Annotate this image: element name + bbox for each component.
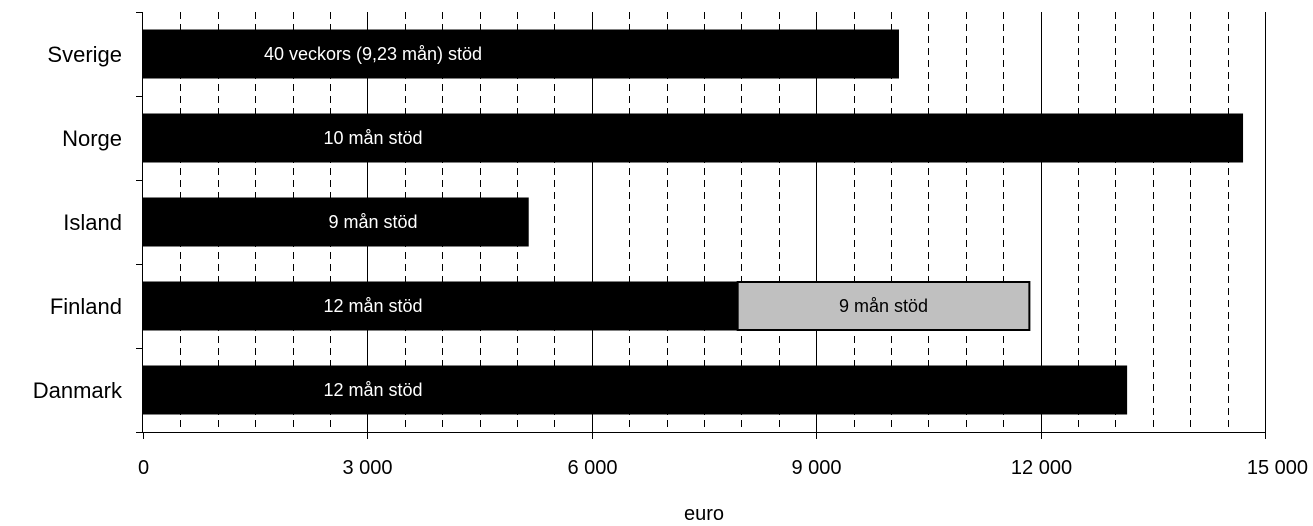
- bar-finland-segment-2: [736, 281, 1031, 331]
- x-tick-label: 3 000: [342, 457, 392, 479]
- grid-lines: [180, 12, 1266, 432]
- bar-label: 9 mån stöd: [328, 212, 417, 232]
- bar-label: 12 mån stöd: [323, 380, 422, 400]
- x-axis-title: euro: [684, 503, 724, 525]
- category-label-finland: Finland: [50, 294, 122, 319]
- bar-label: 12 mån stöd: [323, 296, 422, 316]
- bars: [142, 29, 1244, 415]
- bar-norge-segment-1: [142, 113, 1244, 163]
- bar-label: 10 mån stöd: [323, 128, 422, 148]
- bar-island-segment-1: [142, 197, 529, 247]
- bar-label: 40 veckors (9,23 mån) stöd: [264, 44, 482, 64]
- x-tick-label: 6 000: [567, 457, 617, 479]
- x-tick-label: 0: [138, 457, 149, 479]
- labels: 40 veckors (9,23 mån) stöd Sverige 10 mån …: [33, 42, 1308, 479]
- category-label-island: Island: [63, 210, 122, 235]
- bar-sverige-segment-1: [142, 29, 899, 79]
- bar-label: 9 mån stöd: [839, 296, 928, 316]
- x-tick-label: 12 000: [1011, 457, 1072, 479]
- bar-danmark-segment-1: [142, 365, 1128, 415]
- category-label-norge: Norge: [62, 126, 122, 151]
- bar-finland-segment-1: [142, 281, 739, 331]
- x-tick-label: 15 000: [1247, 457, 1308, 479]
- axes: [136, 12, 1266, 439]
- category-label-danmark: Danmark: [33, 378, 123, 403]
- category-label-sverige: Sverige: [47, 42, 122, 67]
- x-tick-label: 9 000: [791, 457, 841, 479]
